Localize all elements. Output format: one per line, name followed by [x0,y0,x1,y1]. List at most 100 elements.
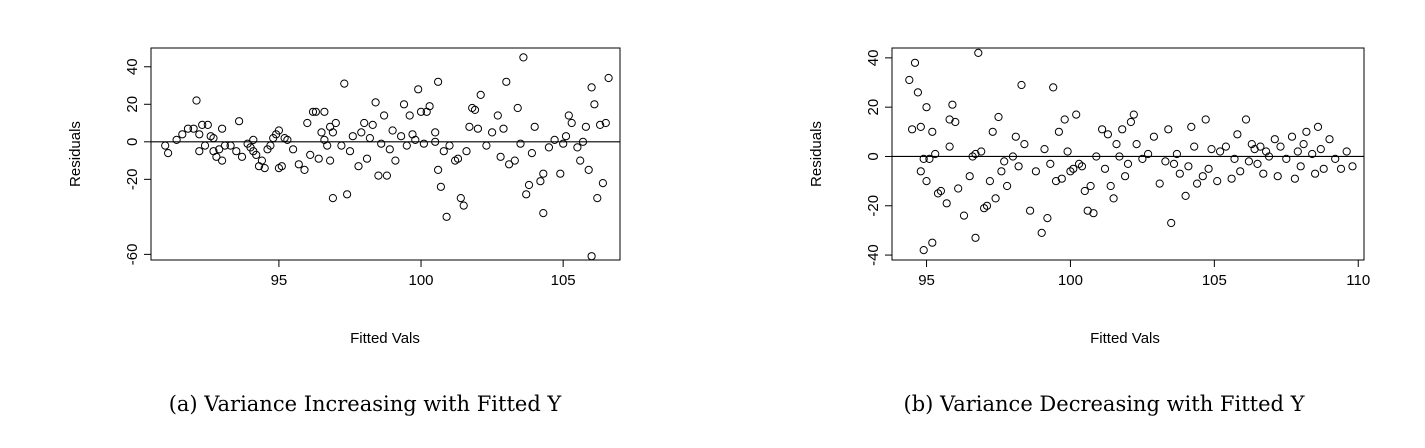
panel-a-data-point [311,107,320,116]
panel-a-data-point [584,165,593,174]
panel-b-x-tick-label: 100 [1058,272,1083,289]
panel-a-data-point [303,118,312,128]
panel-a-data-point [601,118,610,128]
panel-b-data-point [1092,152,1101,161]
panel-b-data-point [965,172,974,181]
panel-b-data-point [1060,115,1069,124]
panel-b-data-point [1123,159,1133,168]
panel-a-data-point [220,141,229,150]
panel-b-data-point [1054,127,1064,136]
panel-a-data-point [399,100,409,109]
panel-b-data-point [997,167,1006,176]
panel-b-data-point [1040,145,1049,154]
panel-b-data-point [1138,154,1147,163]
panel-b-data-point [1187,122,1196,132]
panel-a-data-point [300,165,309,174]
panel-a-data-point [516,139,525,148]
panel-a-data-point [459,201,468,210]
panel-b-data-point [1051,177,1061,186]
panel-b-data-point [1342,147,1351,156]
panel-a-data-point [527,149,537,158]
panel-a-y-axis: -60 -20 0 20 40 [124,58,151,265]
panel-b-data-point [1132,140,1141,149]
panel-b-data-point [1046,159,1055,168]
panel-b-data-point [942,199,951,208]
panel-b-data-point [1121,172,1130,181]
panel-b-data-point [1204,164,1213,173]
panel-b-data-point [1077,162,1087,171]
panel-b-data-point [1100,164,1110,173]
panel-a-data-point [195,130,204,139]
panel-a-data-point [587,83,596,92]
panel-b-data-point [982,201,992,210]
panel-a-data-point [331,118,340,128]
panel-a-data-point [249,135,258,144]
panel-a-data-point [405,111,414,120]
panel-b-data-point [1221,142,1231,151]
panel-a-y-tick-label: 40 [124,58,141,75]
panel-a-data-point [340,79,349,88]
panel-a-data-point [189,124,198,133]
panel-a-data-point [442,212,451,221]
panel-b-data-point [919,246,928,255]
panel-b-y-tick-label: 0 [865,152,882,160]
panel-a-data-point [462,147,471,156]
panel-a-data-point [402,141,411,150]
panel-b-data-point [1276,142,1285,151]
panel-a-data-point [550,135,559,144]
panel-b-data-point [1118,125,1127,134]
panel-a-data-point [536,177,545,186]
panel-b-data-point [1236,167,1245,176]
panel-b-data-point [1014,162,1023,171]
panel-a-data-point [218,156,227,165]
panel-b-data-point [945,115,954,124]
panel-b-data-point [1000,157,1009,166]
panel-a-data-point [323,141,332,150]
panel-b-data-point [1080,186,1089,196]
panel-b-data-point [1167,218,1176,228]
panel-a-data-point [581,122,591,131]
panel-a-data-point [596,120,605,130]
panel-a-data-point [226,141,235,150]
panel-a-data-point [456,194,465,203]
panel-a-data-point [564,111,573,120]
panel-b-data-point [1066,167,1075,176]
panel-a-data-point [337,141,346,150]
panel-a-data-point [431,137,440,146]
panel-a-data-point [391,156,400,165]
panel-a-x-label: Fitted Vals [350,330,420,347]
panel-b-data-point [1308,149,1317,159]
panel-a-data-point [203,120,212,130]
panel-a-caption: (a) Variance Increasing with Fitted Y [169,392,563,416]
panel-b-data-point [1313,122,1323,132]
panel-b-data-point [1201,115,1210,124]
panel-a-y-tick-label: 20 [124,96,141,113]
panel-b-data-point [1290,174,1300,183]
panel-b-data-point [1075,159,1084,168]
panel-a-data-point [476,90,485,100]
panel-a-data-point [425,102,434,111]
panel-a-x-tick-label: 95 [271,272,288,289]
panel-b: 95 100 105 110 -40 -20 0 20 40 Fitted Vals Resi… [808,47,1370,416]
panel-b-data-point [1115,152,1124,161]
panel-a-data-point [419,139,428,148]
panel-b-data-point [1244,157,1254,166]
panel-b-data-point [1227,174,1236,183]
panel-b-data-point [1103,130,1113,139]
panel-b-data-point [1155,179,1164,188]
panel-b-data-point [1020,140,1029,149]
panel-b-data-point [1089,209,1098,218]
panel-a-data-point [354,162,363,171]
panel-b-data-point [1043,214,1052,223]
panel-b-data-point [1057,174,1066,183]
panel-a-data-point [604,73,613,83]
panel-a-data-point [183,124,193,133]
panel-b-y-label: Residuals [808,121,825,187]
panel-a-data-point [172,135,181,144]
panel-b-data-point [991,194,1000,203]
panel-a-data-point [397,132,406,141]
panel-b-data-point [910,58,920,67]
panel-b-data-point [1172,149,1182,159]
panel-b-y-tick-label: 20 [865,99,882,116]
panel-a-data-point [317,128,326,137]
